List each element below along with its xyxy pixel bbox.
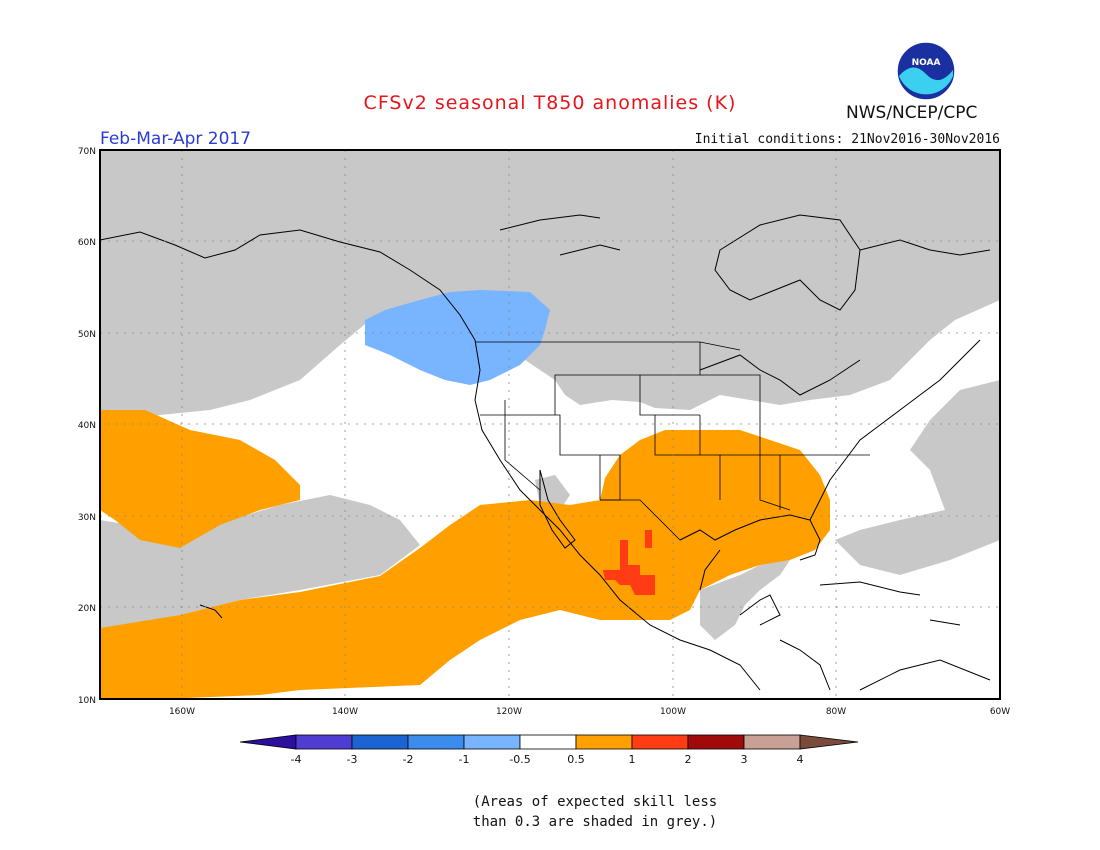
- lat-label: 50N: [78, 330, 96, 340]
- colorbar-swatch: [743, 734, 801, 750]
- orange-pacific-west: [100, 410, 300, 548]
- lat-label: 60N: [78, 238, 96, 248]
- lat-axis: 70N 60N 50N 40N 30N 20N 10N: [78, 147, 96, 706]
- agency-label: NWS/NCEP/CPC: [846, 103, 978, 123]
- lat-label: 10N: [78, 696, 96, 706]
- logo-text: NOAA: [912, 58, 941, 68]
- page-title: CFSv2 seasonal T850 anomalies (K): [363, 92, 737, 114]
- political-borders: [475, 341, 870, 541]
- initial-conditions: Initial conditions: 21Nov2016-30Nov2016: [694, 132, 1000, 147]
- lat-label: 30N: [78, 513, 96, 523]
- colorbar-swatch: [295, 734, 353, 750]
- colorbar-swatch: [519, 734, 577, 750]
- red-mexico-small: [645, 530, 652, 548]
- lat-label: 70N: [78, 147, 96, 157]
- colorbar-arrow-left: [239, 734, 297, 750]
- lon-label: 60W: [990, 707, 1010, 717]
- gridlines: [100, 150, 1000, 699]
- colorbar-label: -2: [403, 753, 414, 766]
- colorbar-label: -1: [459, 753, 470, 766]
- footnote-line: (Areas of expected skill less: [472, 794, 718, 810]
- blue-pacific-northwest: [365, 290, 550, 385]
- colorbar-labels: -4 -3 -2 -1 -0.5 0.5 1 2 3 4: [291, 753, 804, 766]
- grey-north-region: [100, 150, 1000, 425]
- map-frame: [99, 149, 1001, 700]
- orange-pacific-south: [100, 430, 830, 699]
- colorbar-label: 2: [685, 753, 692, 766]
- red-mexico-patches: [603, 540, 655, 595]
- colorbar-label: -4: [291, 753, 302, 766]
- colorbar-label: 4: [797, 753, 804, 766]
- noaa-logo-icon: NOAA: [896, 41, 956, 101]
- colorbar-label: 3: [741, 753, 748, 766]
- colorbar-swatch: [407, 734, 465, 750]
- footnote-line: than 0.3 are shaded in grey.): [472, 814, 718, 830]
- colorbar-swatch: [351, 734, 409, 750]
- colorbar-label: 0.5: [567, 753, 585, 766]
- grey-atlantic-region: [835, 380, 1000, 575]
- lon-label: 160W: [169, 707, 195, 717]
- colorbar-label: -0.5: [509, 753, 530, 766]
- colorbar-swatch: [575, 734, 633, 750]
- colorbar-swatch: [463, 734, 521, 750]
- grey-gulf-region: [700, 560, 790, 640]
- colorbar: [239, 734, 859, 750]
- forecast-period: Feb-Mar-Apr 2017: [100, 129, 252, 149]
- lon-label: 100W: [660, 707, 686, 717]
- footnote: (Areas of expected skill less than 0.3 a…: [0, 792, 1100, 832]
- lon-axis: 160W 140W 120W 100W 80W 60W: [169, 707, 1010, 717]
- colorbar-label: 1: [629, 753, 636, 766]
- colorbar-arrow-right: [799, 734, 859, 750]
- colorbar-swatch: [631, 734, 689, 750]
- lon-label: 140W: [332, 707, 358, 717]
- coastlines: [100, 214, 991, 691]
- colorbar-label: -3: [347, 753, 358, 766]
- colorbar-swatch: [687, 734, 745, 750]
- lat-label: 40N: [78, 421, 96, 431]
- anomaly-field: [100, 150, 1000, 699]
- lon-label: 80W: [826, 707, 846, 717]
- lon-label: 120W: [496, 707, 522, 717]
- lat-label: 20N: [78, 604, 96, 614]
